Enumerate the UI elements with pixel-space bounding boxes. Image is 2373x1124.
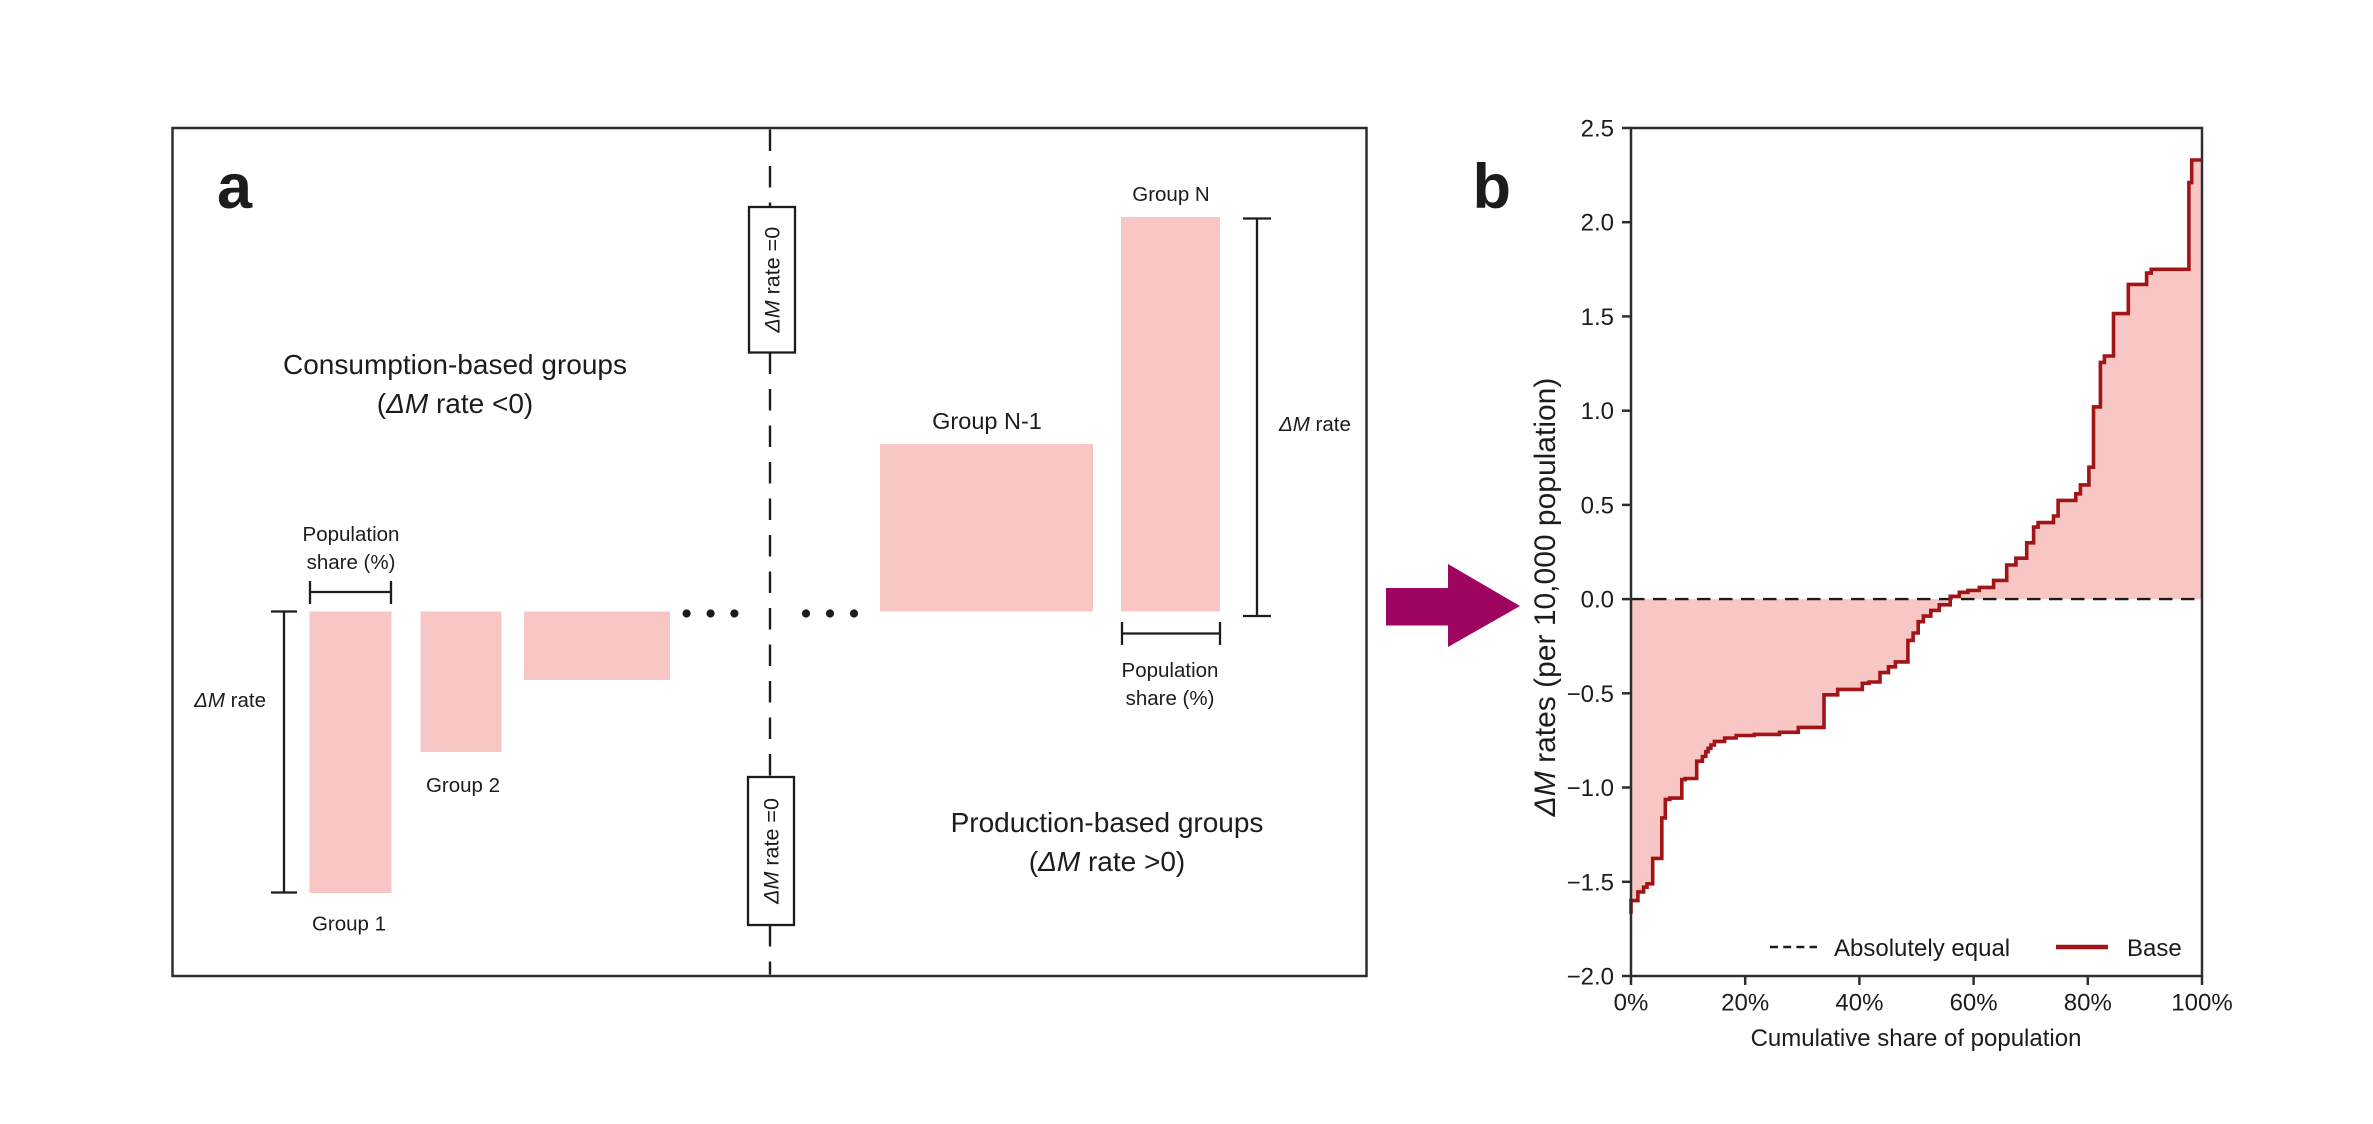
svg-text:a: a xyxy=(217,152,253,222)
svg-text:2.5: 2.5 xyxy=(1581,116,1614,143)
svg-text:ΔM rates (per 10,000 populatio: ΔM rates (per 10,000 population) xyxy=(1529,378,1562,818)
svg-text:Group 2: Group 2 xyxy=(426,774,500,797)
svg-text:100%: 100% xyxy=(2171,990,2232,1017)
svg-text:Group 1: Group 1 xyxy=(312,913,386,936)
svg-text:Population: Population xyxy=(1122,659,1219,682)
svg-text:−1.5: −1.5 xyxy=(1567,869,1614,896)
svg-text:20%: 20% xyxy=(1721,990,1769,1017)
svg-text:Group N-1: Group N-1 xyxy=(932,408,1042,434)
svg-text:80%: 80% xyxy=(2064,990,2112,1017)
svg-text:Absolutely equal: Absolutely equal xyxy=(1834,935,2010,962)
svg-text:0.5: 0.5 xyxy=(1581,492,1614,519)
svg-text:−1.0: −1.0 xyxy=(1567,775,1614,802)
svg-text:0%: 0% xyxy=(1614,990,1649,1017)
svg-text:share (%): share (%) xyxy=(307,551,396,574)
svg-text:Cumulative share of population: Cumulative share of population xyxy=(1751,1025,2082,1052)
svg-text:ΔM rate =0: ΔM rate =0 xyxy=(761,227,785,334)
svg-text:ΔM rate =0: ΔM rate =0 xyxy=(760,798,784,905)
svg-text:2.0: 2.0 xyxy=(1581,210,1614,237)
svg-text:−0.5: −0.5 xyxy=(1567,681,1614,708)
svg-text:ΔM rate: ΔM rate xyxy=(193,689,266,712)
svg-text:60%: 60% xyxy=(1950,990,1998,1017)
svg-text:40%: 40% xyxy=(1835,990,1883,1017)
svg-text:b: b xyxy=(1473,152,1511,222)
svg-text:1.0: 1.0 xyxy=(1581,398,1614,425)
svg-text:Population: Population xyxy=(303,523,400,546)
svg-text:(ΔM rate <0): (ΔM rate <0) xyxy=(377,388,534,419)
svg-text:1.5: 1.5 xyxy=(1581,304,1614,331)
svg-text:−2.0: −2.0 xyxy=(1567,964,1614,991)
svg-text:(ΔM rate >0): (ΔM rate >0) xyxy=(1029,846,1186,877)
svg-text:share (%): share (%) xyxy=(1126,687,1215,710)
svg-text:ΔM rate: ΔM rate xyxy=(1278,413,1351,436)
svg-text:Group N: Group N xyxy=(1132,183,1209,206)
svg-text:0.0: 0.0 xyxy=(1581,587,1614,614)
svg-text:Consumption-based groups: Consumption-based groups xyxy=(283,349,627,380)
svg-text:Base: Base xyxy=(2127,935,2182,962)
svg-text:Production-based groups: Production-based groups xyxy=(951,807,1264,838)
